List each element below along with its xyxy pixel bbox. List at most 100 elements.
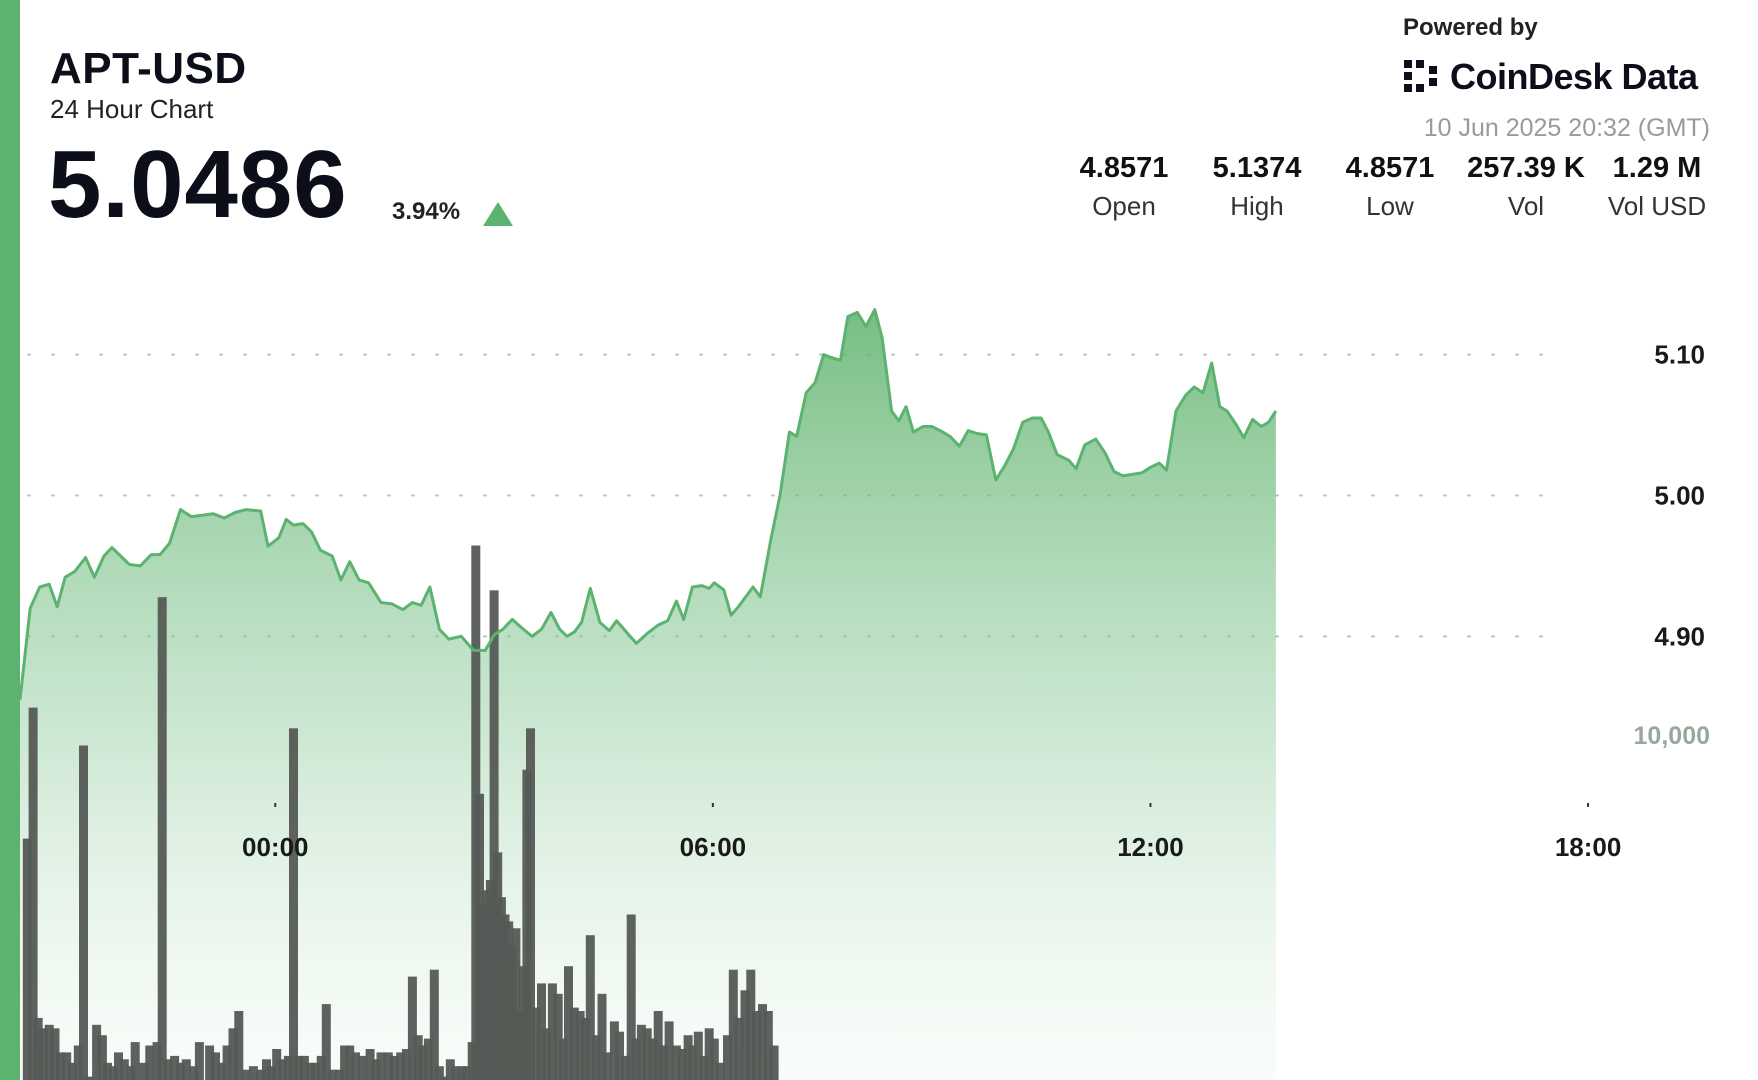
volume-bar bbox=[50, 1028, 60, 1080]
chart-subtitle: 24 Hour Chart bbox=[50, 94, 214, 124]
current-price: 5.0486 bbox=[48, 131, 348, 238]
symbol-title: APT-USD bbox=[50, 44, 247, 93]
brand-logo: CoinDesk Data bbox=[1402, 56, 1698, 98]
stat-high: 5.1374 High bbox=[1197, 152, 1317, 222]
volume-bar bbox=[653, 1011, 663, 1080]
volume-bar bbox=[114, 1052, 123, 1080]
volume-bar bbox=[418, 1045, 428, 1080]
volume-bar bbox=[648, 1038, 658, 1080]
volume-bar bbox=[671, 1045, 681, 1080]
volume-bar bbox=[170, 1055, 180, 1080]
stat-vol-usd: 1.29 M Vol USD bbox=[1597, 152, 1717, 222]
volume-bar bbox=[130, 1042, 140, 1080]
volume-bar bbox=[511, 928, 521, 1080]
volume-bar bbox=[542, 1028, 552, 1080]
volume-bar bbox=[358, 1055, 368, 1080]
volume-bar bbox=[228, 1028, 238, 1080]
volume-bar bbox=[407, 976, 417, 1080]
volume-bar bbox=[62, 1052, 72, 1080]
price-change-percent: 3.94% bbox=[392, 198, 461, 225]
stat-vol: 257.39 K Vol bbox=[1456, 152, 1596, 222]
volume-bar bbox=[620, 1055, 630, 1080]
volume-bar bbox=[402, 1049, 411, 1080]
volume-bar bbox=[139, 1062, 149, 1080]
volume-bar bbox=[558, 1038, 568, 1080]
volume-bar bbox=[526, 728, 535, 1080]
stat-value: 257.39 K bbox=[1467, 152, 1585, 184]
volume-bar bbox=[241, 1069, 251, 1080]
volume-bar bbox=[636, 1024, 646, 1080]
volume-bars bbox=[22, 545, 779, 1080]
volume-bar bbox=[704, 1028, 714, 1080]
volume-bar bbox=[658, 1045, 668, 1080]
volume-bar bbox=[383, 1052, 393, 1080]
stat-value: 5.1374 bbox=[1212, 152, 1302, 184]
price-line bbox=[18, 308, 1278, 700]
volume-bar bbox=[597, 993, 607, 1080]
volume-bar bbox=[569, 1007, 579, 1080]
volume-bar bbox=[248, 1066, 258, 1080]
volume-bar bbox=[310, 1062, 320, 1080]
volume-bar bbox=[489, 590, 499, 1080]
stat-value: 4.8571 bbox=[1345, 152, 1435, 184]
volume-bar bbox=[157, 597, 167, 1080]
volume-bar bbox=[84, 1076, 94, 1080]
volume-bar bbox=[440, 1076, 449, 1080]
volume-bar bbox=[709, 1038, 719, 1080]
volume-bar bbox=[365, 1049, 375, 1080]
volume-bar bbox=[423, 1038, 433, 1080]
volume-bar bbox=[316, 1055, 326, 1080]
volume-bar bbox=[97, 1035, 107, 1080]
volume-bar bbox=[211, 1052, 220, 1080]
volume-bar bbox=[267, 1066, 277, 1080]
coindesk-logo-icon bbox=[1404, 60, 1437, 92]
volume-bar bbox=[429, 969, 439, 1080]
volume-bar bbox=[642, 1028, 652, 1080]
x-tick-label: 06:00 bbox=[680, 832, 747, 862]
volume-bar bbox=[176, 1062, 185, 1080]
volume-bar bbox=[763, 1011, 773, 1080]
axis-labels: 4.90 5.00 5.10 10,000 00:00 06:00 12:00 18:00 bbox=[242, 340, 1710, 862]
volume-bar bbox=[615, 1031, 624, 1080]
price-tick-label: 4.90 bbox=[1654, 621, 1705, 651]
price-tick-label: 5.00 bbox=[1654, 480, 1705, 510]
volume-bar bbox=[289, 728, 298, 1080]
volume-bar bbox=[145, 1045, 155, 1080]
volume-bar bbox=[631, 1038, 641, 1080]
volume-bar bbox=[262, 1059, 271, 1080]
volume-bar bbox=[234, 1011, 244, 1080]
up-arrow-icon bbox=[483, 202, 513, 226]
volume-bar bbox=[389, 1055, 399, 1080]
volume-bar bbox=[68, 1062, 77, 1080]
volume-bar bbox=[181, 1059, 191, 1080]
volume-bar bbox=[283, 1055, 293, 1080]
volume-bar bbox=[44, 1024, 54, 1080]
volume-bar bbox=[340, 1045, 350, 1080]
stat-value: 4.8571 bbox=[1079, 152, 1169, 184]
volume-bar bbox=[585, 935, 595, 1080]
volume-bar bbox=[728, 969, 738, 1080]
volume-bar bbox=[693, 1031, 703, 1080]
volume-bar bbox=[591, 1035, 601, 1080]
accent-bar bbox=[0, 0, 20, 1080]
volume-bar bbox=[299, 1055, 309, 1080]
stat-label: Vol USD bbox=[1607, 191, 1707, 221]
volume-bar bbox=[108, 1066, 118, 1080]
volume-bar bbox=[272, 1049, 282, 1080]
volume-bar bbox=[699, 1055, 709, 1080]
stat-label: Open bbox=[1092, 191, 1156, 221]
volume-tick-label: 10,000 bbox=[1634, 722, 1710, 750]
x-tick-label: 00:00 bbox=[242, 832, 309, 862]
stat-label: Low bbox=[1366, 191, 1414, 221]
volume-bar bbox=[687, 1045, 697, 1080]
volume-bar bbox=[103, 1062, 112, 1080]
volume-bar bbox=[602, 1052, 612, 1080]
volume-bar bbox=[278, 1059, 288, 1080]
volume-bar bbox=[769, 1045, 779, 1080]
volume-bar bbox=[626, 914, 636, 1080]
volume-bar bbox=[723, 1035, 732, 1080]
volume-bar bbox=[553, 993, 563, 1080]
volume-bar bbox=[327, 1069, 337, 1080]
volume-bar bbox=[451, 1066, 461, 1080]
price-area bbox=[20, 309, 1276, 1080]
